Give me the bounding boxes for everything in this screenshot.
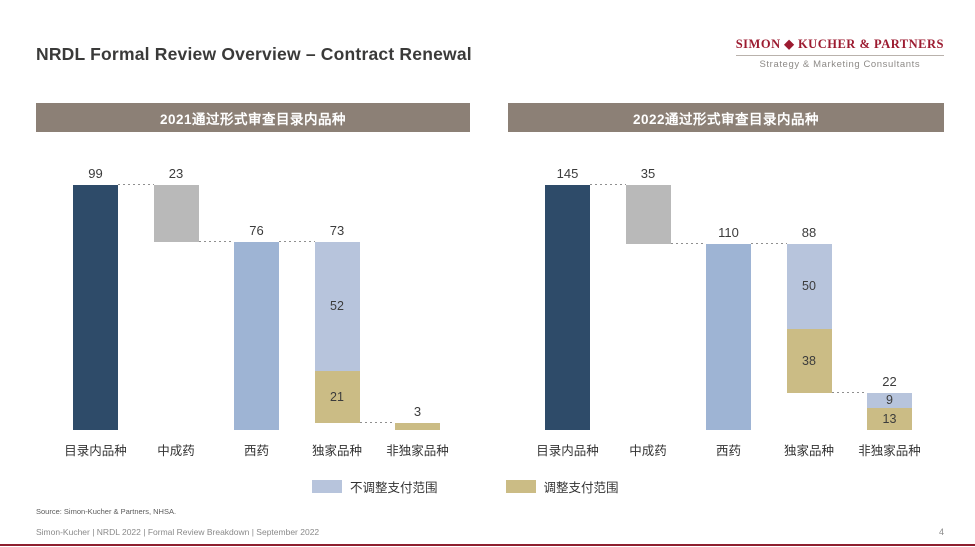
source-note: Source: Simon-Kucher & Partners, NHSA. [36,507,177,516]
bar-segment: 13 [867,408,912,430]
chart-title-2022: 2022通过形式审查目录内品种 [508,103,944,132]
bar-segment [153,185,199,242]
footer-meta: Simon-Kucher | NRDL 2022 | Formal Review… [36,527,320,537]
logo-wordmark: SIMON ◆ KUCHER & PARTNERS [735,37,944,51]
bar-value-label: 99 [88,166,103,181]
bar-segment [706,244,751,430]
bar-segment: 52 [314,241,360,371]
legend-item: 调整支付范围 [505,477,619,496]
bar-segment: 50 [786,244,832,329]
logo-rule [735,55,944,56]
connector-line [590,184,626,185]
bottom-rule [0,544,975,546]
bar-value-label: 23 [168,166,184,181]
bar-value-label: 73 [329,222,345,238]
chart-title-2021: 2021通过形式审查目录内品种 [36,103,470,132]
bar-segment [545,185,590,430]
legend-swatch [505,480,536,493]
category-label: 非独家品种 [386,444,449,458]
bar-segment [234,241,279,430]
legend-label: 不调整支付范围 [350,481,438,495]
chart-canvas-2021: 99 目录内品种 23 中成药 76 西药 52 21 73 独家品种 3 非独家品种 [36,135,470,463]
bar-segment [395,422,440,430]
category-label: 独家品种 [783,444,834,458]
legend-item: 不调整支付范围 [312,477,438,496]
bar-value-label: 88 [801,225,817,241]
bar-segment: 21 [314,370,360,423]
connector-line [670,243,706,245]
page-title: NRDL Formal Review Overview – Contract R… [36,44,472,64]
company-logo: SIMON ◆ KUCHER & PARTNERS Strategy & Mar… [735,36,944,70]
bar-value-label: 145 [556,166,579,181]
chart-canvas-2022: 145 目录内品种 35 中成药 110 西药 50 38 88 独家品种 9 13 22 非独家品种 [508,135,944,463]
bar-value-label: 22 [882,373,897,389]
connector-line [359,421,395,423]
category-label: 中成药 [157,444,195,458]
category-label: 目录内品种 [536,444,599,458]
logo-tagline: Strategy & Marketing Consultants [759,59,921,70]
connector-line [751,243,787,245]
bar-value-label: 110 [718,225,739,241]
connector-line [118,184,154,185]
connector-line [198,240,234,242]
bar-value-label: 3 [413,403,422,419]
page-number: 4 [938,527,944,537]
connector-line [279,240,315,242]
category-label: 西药 [715,444,741,458]
bar-segment: 9 [867,392,912,409]
bar-segment [625,185,671,245]
category-label: 独家品种 [311,444,362,458]
bar-value-label: 35 [640,166,656,181]
connector-line [831,391,867,393]
legend-label: 调整支付范围 [543,481,619,495]
category-label: 非独家品种 [858,444,921,458]
bar-value-label: 76 [249,222,264,238]
legend: 不调整支付范围 调整支付范围 [312,477,619,496]
bar-segment [73,185,118,430]
category-label: 目录内品种 [64,444,127,458]
category-label: 中成药 [629,444,667,458]
legend-swatch [312,480,342,493]
bar-segment: 38 [786,328,832,393]
category-label: 西药 [243,444,269,458]
